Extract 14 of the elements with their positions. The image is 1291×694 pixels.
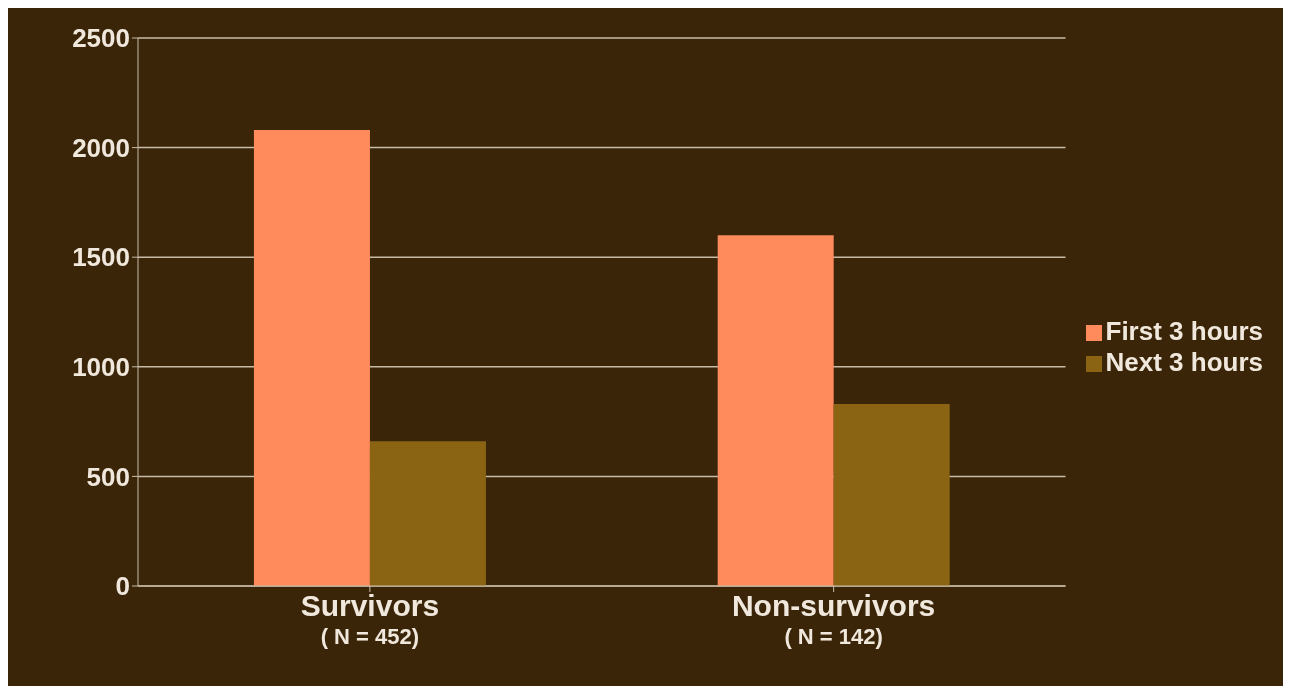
bar [253, 130, 370, 586]
x-tick-label: Survivors ( N = 452) [300, 589, 440, 649]
bar [833, 404, 950, 586]
bar [369, 441, 486, 586]
y-tick-label: 1500 [72, 242, 130, 273]
y-tick-label: 500 [86, 461, 130, 492]
y-tick-label: 2000 [72, 132, 130, 163]
y-tick-label: 2500 [72, 23, 130, 54]
bar [717, 235, 834, 586]
x-tick-label: Non-survivors ( N = 142) [731, 589, 936, 649]
y-tick-label: 1000 [72, 352, 130, 383]
legend-label: Next 3 hours [1105, 347, 1263, 377]
y-tick-label: 0 [115, 571, 130, 602]
legend-label: First 3 hours [1105, 316, 1263, 346]
